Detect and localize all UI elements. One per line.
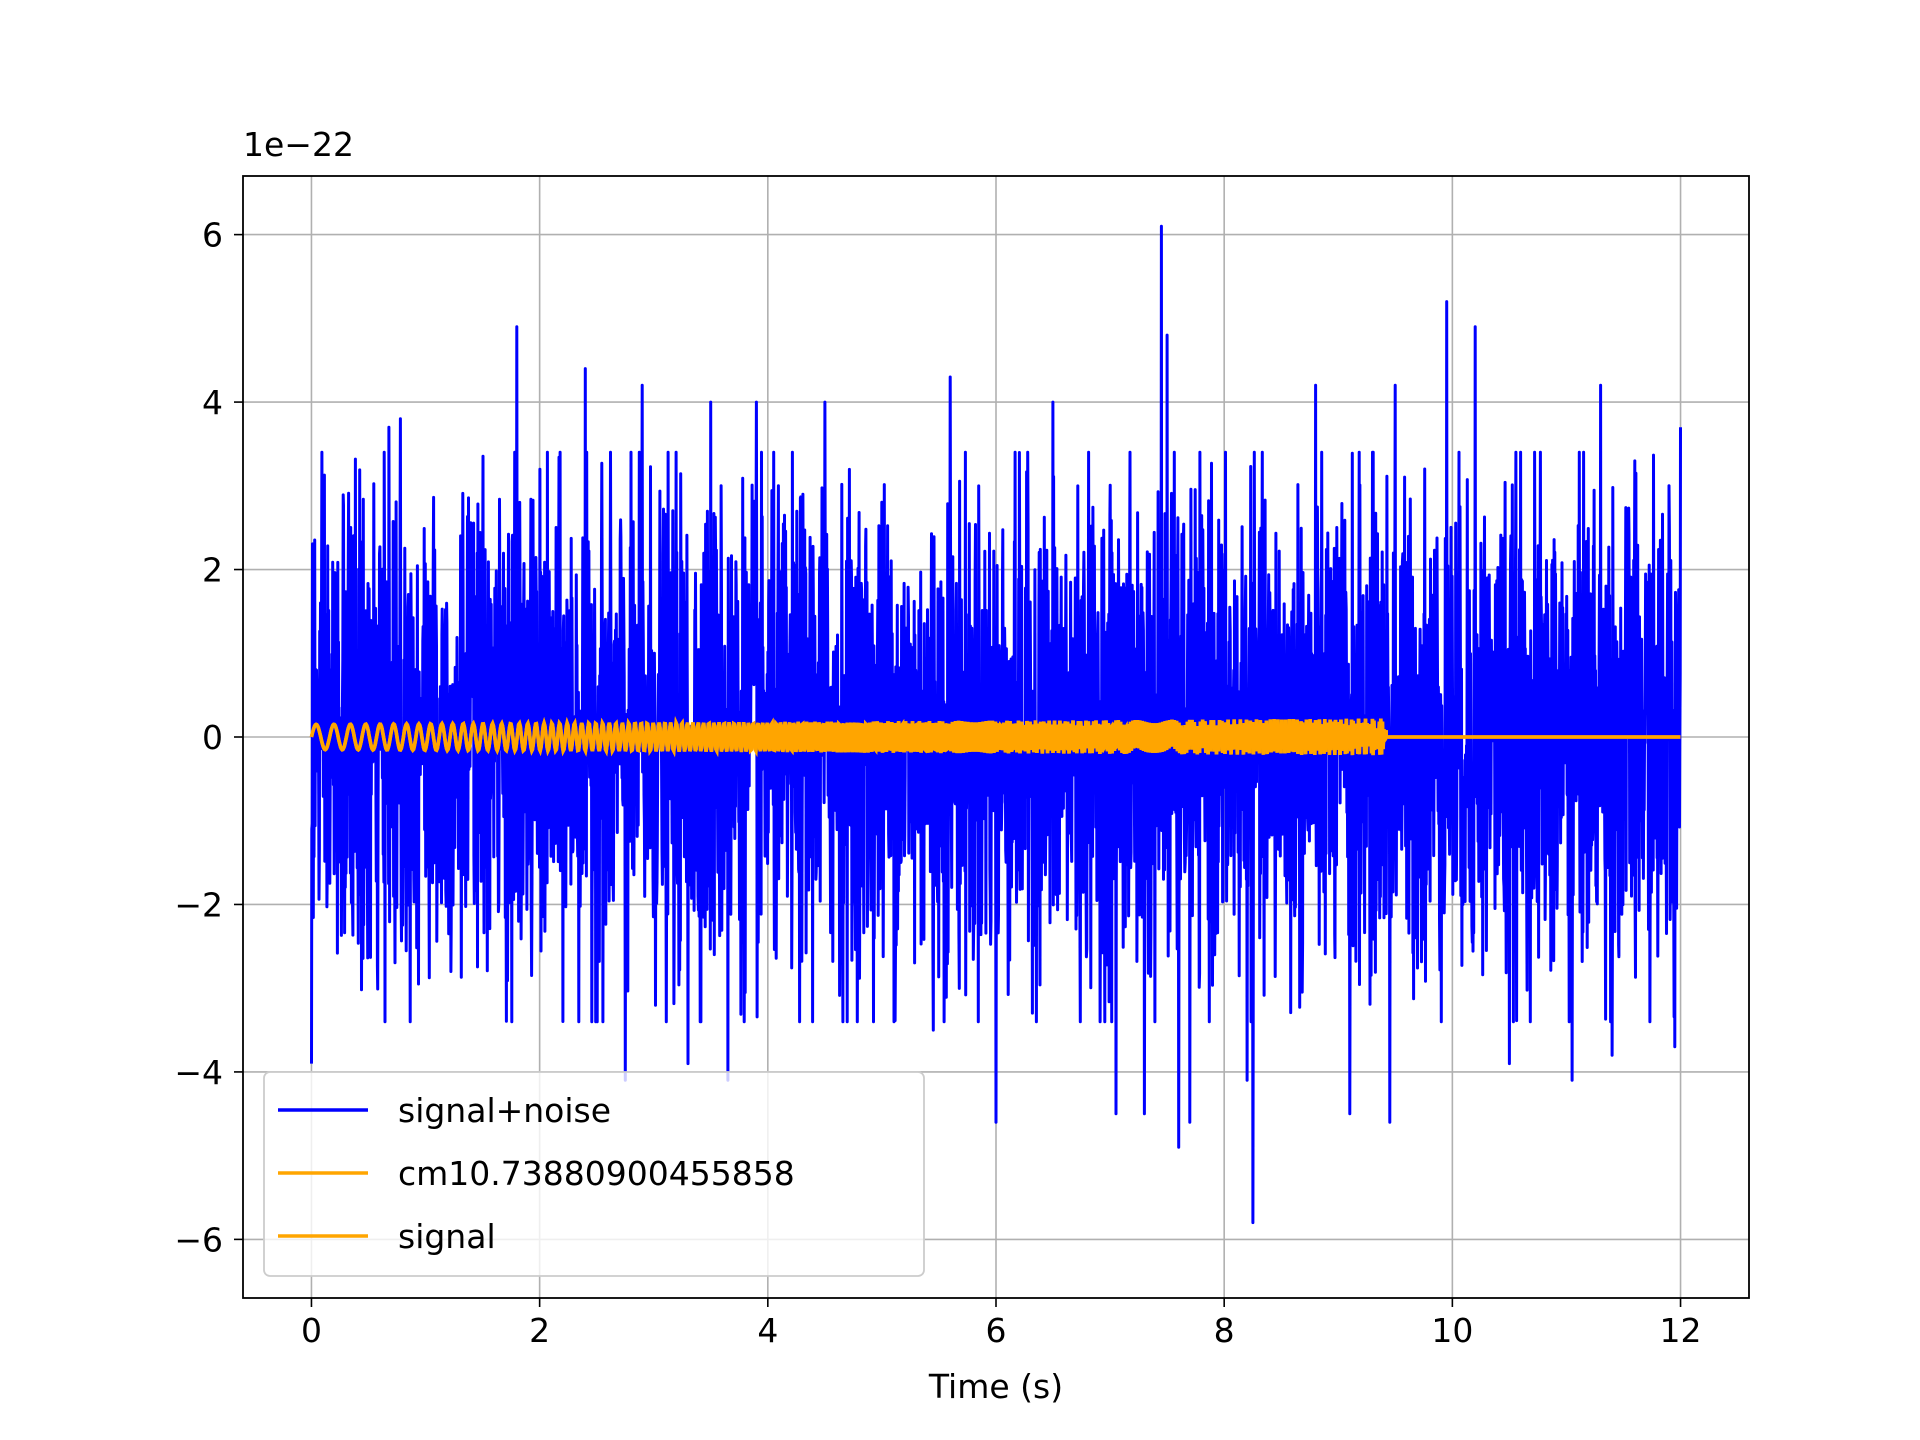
x-axis-title: Time (s) [928,1367,1063,1406]
y-tick-label: 2 [202,551,223,590]
series-signal-line [309,716,1681,758]
x-tick-label: 6 [986,1311,1007,1350]
y-tick-label: −6 [174,1220,223,1259]
x-tick-label: 0 [301,1311,322,1350]
x-tick-label: 2 [529,1311,550,1350]
y-tick-label: 4 [202,383,223,422]
x-tick-label: 10 [1431,1311,1473,1350]
plot-area [309,224,1682,1225]
legend-label: signal+noise [398,1091,611,1130]
series-signal-noise-line [310,224,1682,1225]
series-layer [309,224,1682,1225]
y-tick-label: 6 [202,216,223,255]
y-tick-label: −4 [174,1053,223,1092]
y-tick-label: −2 [174,885,223,924]
legend: signal+noise cm10.73880900455858 signal [263,1071,925,1277]
legend-box [263,1071,925,1277]
legend-label: cm10.73880900455858 [398,1154,795,1193]
legend-label: signal [398,1217,496,1256]
ticks: 0 2 4 6 8 10 12 −6 −4 −2 0 2 4 6 [174,216,1701,1350]
x-tick-label: 12 [1660,1311,1702,1350]
y-scale-label: 1e−22 [243,125,354,164]
x-tick-label: 4 [757,1311,778,1350]
y-tick-label: 0 [202,718,223,757]
x-tick-label: 8 [1214,1311,1235,1350]
